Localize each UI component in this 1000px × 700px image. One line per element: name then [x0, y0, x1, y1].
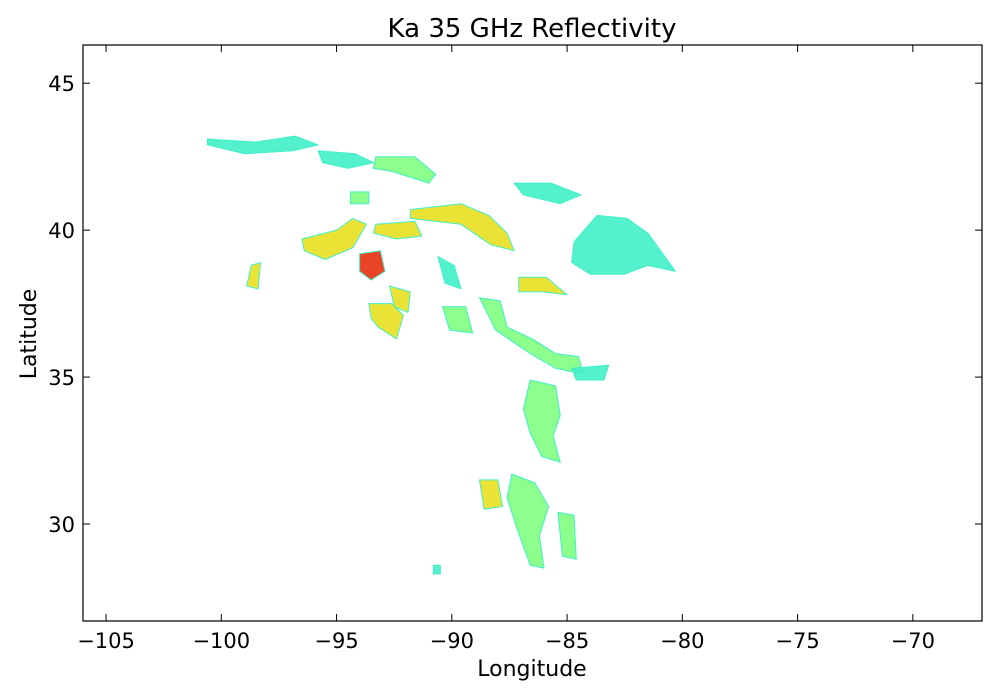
reflectivity-region-gulf-cells-west — [479, 479, 503, 510]
reflectivity-region-southern-line-south — [506, 473, 550, 569]
x-tick-label: −100 — [192, 629, 250, 653]
y-tick-label: 30 — [48, 513, 75, 537]
x-tick-label: −85 — [545, 629, 589, 653]
reflectivity-region-arkansas-cells — [442, 306, 474, 334]
axis-ticks: −105 −100 −95 −90 −85 −80 −75 −70 30 35 40 45 — [48, 45, 982, 653]
reflectivity-region-missouri-core — [359, 250, 386, 281]
x-tick-label: −105 — [77, 629, 135, 653]
reflectivity-region-ohio-middle — [518, 276, 568, 296]
x-tick-label: −95 — [314, 629, 358, 653]
x-axis-label: Longitude — [477, 657, 586, 682]
reflectivity-field — [207, 135, 676, 575]
reflectivity-region-northern-band-central — [317, 150, 374, 169]
reflectivity-region-ohio-upper — [513, 182, 582, 205]
reflectivity-region-appalachian-mass — [571, 214, 676, 275]
reflectivity-region-kentucky-band — [479, 297, 584, 375]
y-tick-label: 45 — [48, 72, 75, 96]
y-axis-label: Latitude — [17, 289, 42, 380]
reflectivity-region-kansas-cluster — [301, 217, 367, 260]
reflectivity-region-western-isolated — [246, 262, 261, 290]
plot-frame — [82, 44, 983, 622]
reflectivity-region-illinois-south — [437, 256, 462, 290]
reflectivity-region-northern-band-east — [372, 156, 437, 184]
reflectivity-region-southern-line-north — [522, 379, 561, 463]
x-tick-label: −75 — [775, 629, 819, 653]
y-tick-label: 40 — [48, 219, 75, 243]
reflectivity-region-ozark-cells — [368, 303, 404, 340]
reflectivity-region-northern-band-west — [207, 135, 319, 155]
chart-title: Ka 35 GHz Reflectivity — [388, 14, 677, 44]
reflectivity-region-iowa-illinois-band — [409, 203, 515, 252]
x-tick-label: −70 — [891, 629, 935, 653]
reflectivity-region-ozark-east — [389, 285, 411, 313]
reflectivity-region-northern-fragment — [349, 191, 370, 205]
reflectivity-region-tiny-isolated-south — [432, 564, 441, 575]
reflectivity-region-carolina-spur — [571, 364, 610, 381]
reflectivity-region-gulf-cells-east — [557, 511, 577, 560]
reflectivity-region-kansas-east — [372, 220, 423, 240]
x-tick-label: −90 — [430, 629, 474, 653]
y-tick-label: 35 — [48, 366, 75, 390]
x-tick-label: −80 — [660, 629, 704, 653]
